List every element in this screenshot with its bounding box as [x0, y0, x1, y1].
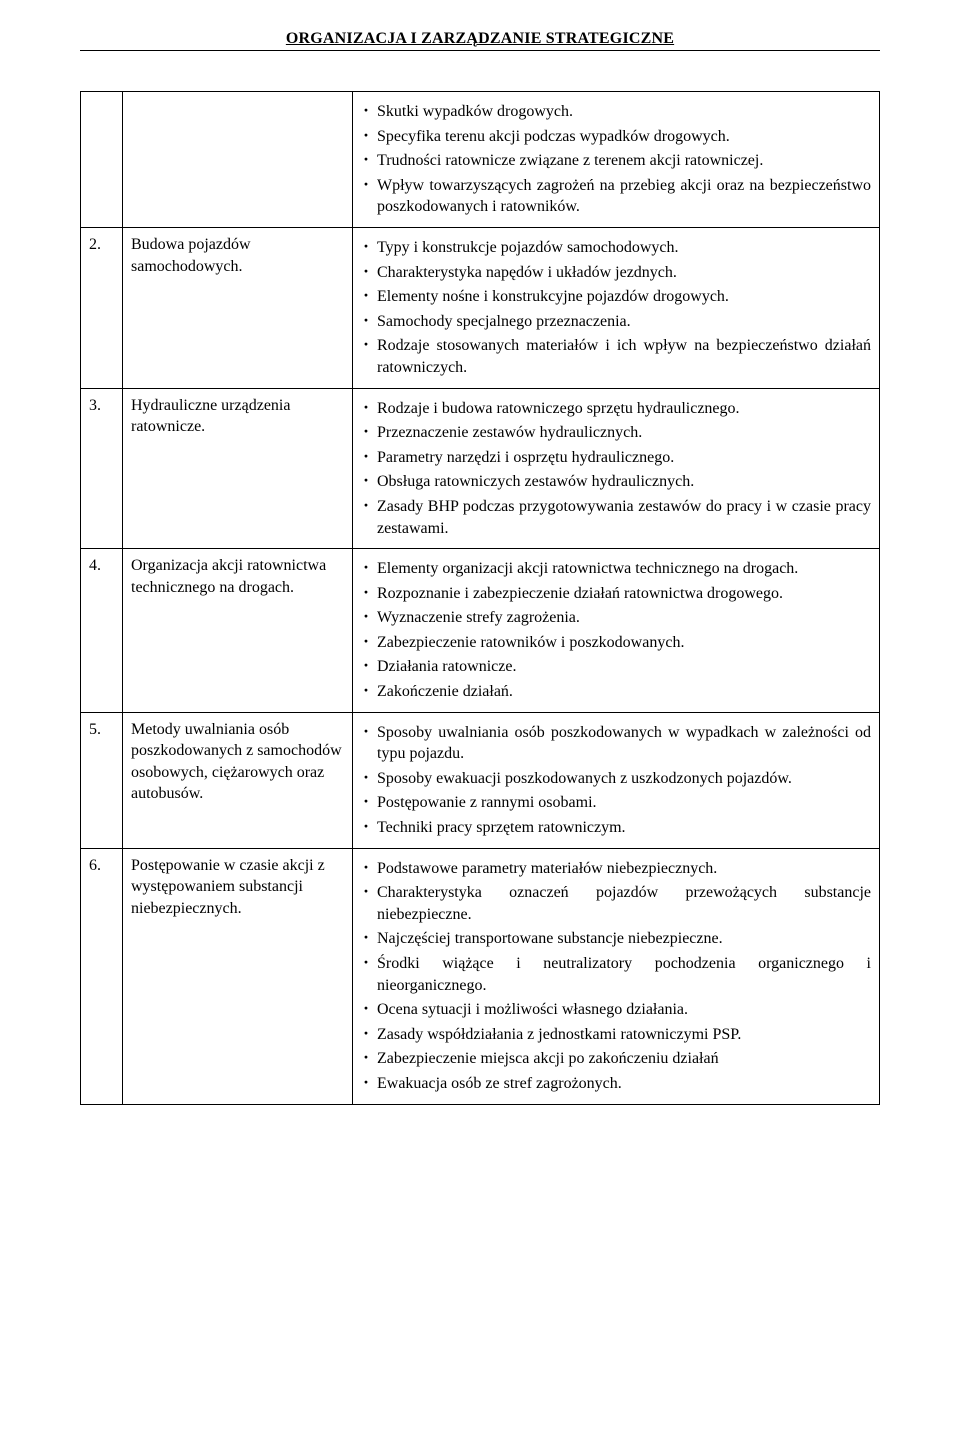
table-row: 4.Organizacja akcji ratownictwa technicz… [81, 549, 880, 713]
row-details: Typy i konstrukcje pojazdów samochodowyc… [353, 227, 880, 388]
bullet-item: Charakterystyka oznaczeń pojazdów przewo… [361, 882, 871, 925]
bullet-item: Ewakuacja osób ze stref zagrożonych. [361, 1073, 871, 1095]
bullet-item: Zasady BHP podczas przygotowywania zesta… [361, 496, 871, 539]
bullet-item: Charakterystyka napędów i układów jezdny… [361, 262, 871, 284]
row-details: Skutki wypadków drogowych. Specyfika tere… [353, 92, 880, 228]
row-number: 4. [81, 549, 123, 713]
bullet-item: Podstawowe parametry materiałów niebezpi… [361, 858, 871, 880]
bullet-list: Skutki wypadków drogowych. Specyfika tere… [361, 101, 871, 218]
bullet-list: Rodzaje i budowa ratowniczego sprzętu hy… [361, 398, 871, 540]
page-header: ORGANIZACJA I ZARZĄDZANIE STRATEGICZNE [80, 30, 880, 51]
bullet-item: Obsługa ratowniczych zestawów hydraulicz… [361, 471, 871, 493]
row-details: Podstawowe parametry materiałów niebezpi… [353, 848, 880, 1104]
bullet-item: Skutki wypadków drogowych. [361, 101, 871, 123]
row-details: Rodzaje i budowa ratowniczego sprzętu hy… [353, 388, 880, 549]
row-number: 2. [81, 227, 123, 388]
bullet-item: Trudności ratownicze związane z terenem … [361, 150, 871, 172]
bullet-item: Specyfika terenu akcji podczas wypadków … [361, 126, 871, 148]
bullet-item: Zasady współdziałania z jednostkami rato… [361, 1024, 871, 1046]
bullet-item: Rodzaje i budowa ratowniczego sprzętu hy… [361, 398, 871, 420]
bullet-item: Rozpoznanie i zabezpieczenie działań rat… [361, 583, 871, 605]
bullet-item: Wpływ towarzyszących zagrożeń na przebie… [361, 175, 871, 218]
row-details: Sposoby uwalniania osób poszkodowanych w… [353, 712, 880, 848]
bullet-item: Przeznaczenie zestawów hydraulicznych. [361, 422, 871, 444]
bullet-item: Działania ratownicze. [361, 656, 871, 678]
row-topic: Postępowanie w czasie akcji z występowan… [123, 848, 353, 1104]
bullet-item: Rodzaje stosowanych materiałów i ich wpł… [361, 335, 871, 378]
bullet-item: Zabezpieczenie miejsca akcji po zakończe… [361, 1048, 871, 1070]
bullet-list: Sposoby uwalniania osób poszkodowanych w… [361, 722, 871, 839]
bullet-item: Techniki pracy sprzętem ratowniczym. [361, 817, 871, 839]
bullet-item: Wyznaczenie strefy zagrożenia. [361, 607, 871, 629]
bullet-item: Elementy organizacji akcji ratownictwa t… [361, 558, 871, 580]
bullet-item: Sposoby uwalniania osób poszkodowanych w… [361, 722, 871, 765]
bullet-item: Ocena sytuacji i możliwości własnego dzi… [361, 999, 871, 1021]
content-table: Skutki wypadków drogowych. Specyfika tere… [80, 91, 880, 1105]
row-topic: Budowa pojazdów samochodowych. [123, 227, 353, 388]
table-row: 5.Metody uwalniania osób poszkodowanych … [81, 712, 880, 848]
table-row: 3.Hydrauliczne urządzenia ratownicze. Rod… [81, 388, 880, 549]
bullet-item: Sposoby ewakuacji poszkodowanych z uszko… [361, 768, 871, 790]
document-page: ORGANIZACJA I ZARZĄDZANIE STRATEGICZNE S… [0, 0, 960, 1145]
bullet-item: Samochody specjalnego przeznaczenia. [361, 311, 871, 333]
row-number: 5. [81, 712, 123, 848]
bullet-item: Typy i konstrukcje pojazdów samochodowyc… [361, 237, 871, 259]
bullet-list: Podstawowe parametry materiałów niebezpi… [361, 858, 871, 1095]
bullet-item: Elementy nośne i konstrukcyjne pojazdów … [361, 286, 871, 308]
bullet-item: Środki wiążące i neutralizatory pochodze… [361, 953, 871, 996]
bullet-list: Typy i konstrukcje pojazdów samochodowyc… [361, 237, 871, 379]
table-row: 6.Postępowanie w czasie akcji z występow… [81, 848, 880, 1104]
row-details: Elementy organizacji akcji ratownictwa t… [353, 549, 880, 713]
bullet-item: Parametry narzędzi i osprzętu hydraulicz… [361, 447, 871, 469]
table-row: Skutki wypadków drogowych. Specyfika tere… [81, 92, 880, 228]
row-number: 6. [81, 848, 123, 1104]
row-number: 3. [81, 388, 123, 549]
bullet-item: Postępowanie z rannymi osobami. [361, 792, 871, 814]
bullet-list: Elementy organizacji akcji ratownictwa t… [361, 558, 871, 703]
row-topic: Hydrauliczne urządzenia ratownicze. [123, 388, 353, 549]
bullet-item: Zakończenie działań. [361, 681, 871, 703]
row-topic [123, 92, 353, 228]
row-topic: Metody uwalniania osób poszkodowanych z … [123, 712, 353, 848]
row-number [81, 92, 123, 228]
table-row: 2.Budowa pojazdów samochodowych. Typy i k… [81, 227, 880, 388]
bullet-item: Zabezpieczenie ratowników i poszkodowany… [361, 632, 871, 654]
row-topic: Organizacja akcji ratownictwa techniczne… [123, 549, 353, 713]
bullet-item: Najczęściej transportowane substancje ni… [361, 928, 871, 950]
